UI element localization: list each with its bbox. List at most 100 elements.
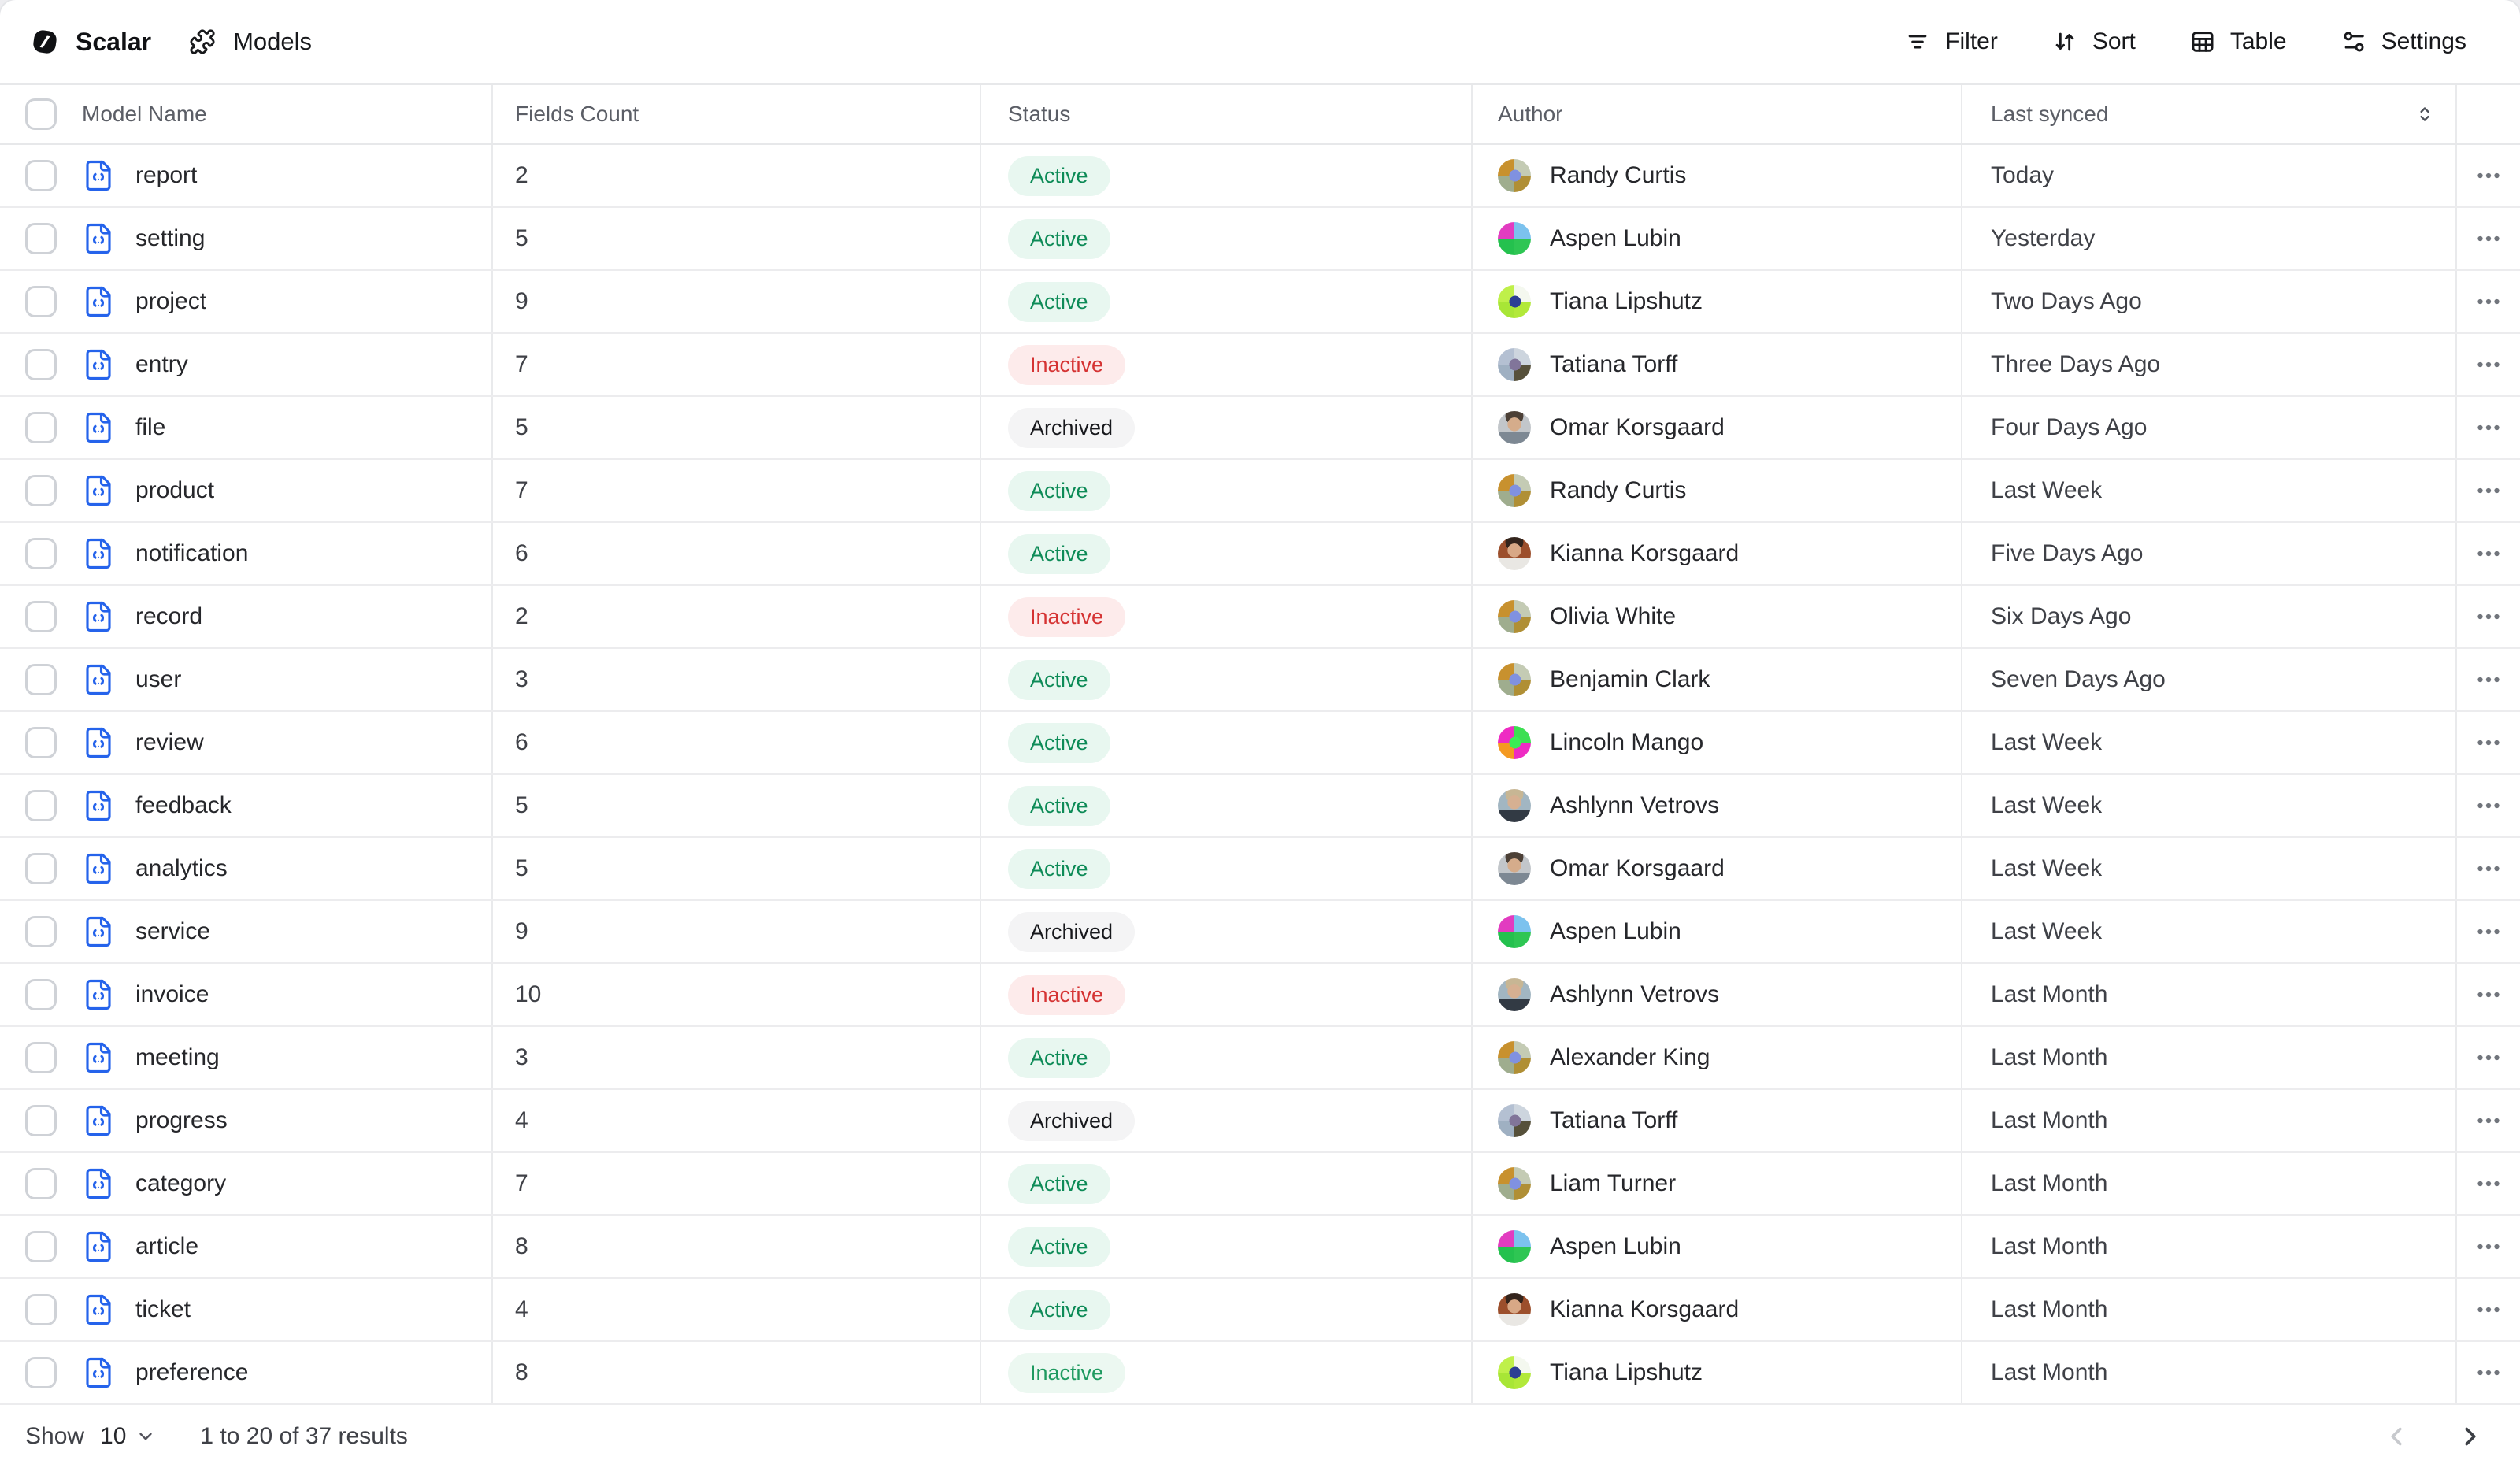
file-code-icon <box>82 285 115 318</box>
page-size-select[interactable]: 10 <box>97 1420 159 1453</box>
row-actions-button[interactable] <box>2468 1289 2509 1330</box>
fields-count: 7 <box>493 1153 981 1214</box>
col-model-name: Model Name <box>82 102 207 126</box>
model-name: product <box>135 477 215 503</box>
row-actions-button[interactable] <box>2468 218 2509 259</box>
row-actions-button[interactable] <box>2468 281 2509 322</box>
row-actions-button[interactable] <box>2468 1226 2509 1267</box>
row-actions-button[interactable] <box>2468 407 2509 448</box>
last-synced: Last Month <box>1962 964 2457 1025</box>
ellipsis-icon <box>2474 791 2503 820</box>
status-badge: Active <box>1008 848 1110 889</box>
author-name: Benjamin Clark <box>1550 666 1710 692</box>
row-checkbox[interactable] <box>25 1357 57 1388</box>
row-checkbox[interactable] <box>25 412 57 443</box>
row-actions-button[interactable] <box>2468 848 2509 889</box>
row-checkbox[interactable] <box>25 601 57 632</box>
row-checkbox[interactable] <box>25 475 57 506</box>
sort-button[interactable]: Sort <box>2048 22 2139 61</box>
row-checkbox[interactable] <box>25 979 57 1010</box>
table-icon <box>2189 28 2216 55</box>
chevrons-up-down-icon[interactable] <box>2413 102 2437 126</box>
author-name: Aspen Lubin <box>1550 918 1681 944</box>
sort-icon <box>2051 28 2078 55</box>
row-actions-button[interactable] <box>2468 1100 2509 1141</box>
file-code-icon <box>82 1167 115 1200</box>
row-checkbox[interactable] <box>25 664 57 695</box>
model-name: setting <box>135 225 206 251</box>
row-checkbox[interactable] <box>25 853 57 884</box>
table-row: analytics 5 Active Omar Korsgaard Last W… <box>0 838 2520 901</box>
row-checkbox[interactable] <box>25 1105 57 1136</box>
prev-page-button[interactable] <box>2378 1418 2414 1455</box>
row-checkbox[interactable] <box>25 727 57 758</box>
avatar <box>1498 726 1531 759</box>
row-checkbox[interactable] <box>25 790 57 821</box>
row-actions-button[interactable] <box>2468 1352 2509 1393</box>
author-name: Kianna Korsgaard <box>1550 540 1740 566</box>
table-view-button[interactable]: Table <box>2186 22 2290 61</box>
last-synced: Seven Days Ago <box>1962 649 2457 710</box>
row-actions-button[interactable] <box>2468 470 2509 511</box>
nav-models[interactable]: Models <box>189 28 312 56</box>
row-actions-button[interactable] <box>2468 722 2509 763</box>
brand-name: Scalar <box>76 27 152 56</box>
status-badge: Archived <box>1008 911 1136 952</box>
row-checkbox[interactable] <box>25 286 57 317</box>
status-badge: Active <box>1008 785 1110 826</box>
row-checkbox[interactable] <box>25 1168 57 1199</box>
last-synced: Last Month <box>1962 1027 2457 1088</box>
fields-count: 5 <box>493 775 981 836</box>
row-checkbox[interactable] <box>25 1231 57 1262</box>
row-actions-button[interactable] <box>2468 911 2509 952</box>
file-code-icon <box>82 852 115 885</box>
avatar <box>1498 411 1531 444</box>
ellipsis-icon <box>2474 1044 2503 1072</box>
settings-button[interactable]: Settings <box>2337 22 2470 61</box>
author-name: Tatiana Torff <box>1550 351 1678 377</box>
row-checkbox[interactable] <box>25 916 57 947</box>
table-row: user 3 Active Benjamin Clark Seven Days … <box>0 649 2520 712</box>
row-checkbox[interactable] <box>25 538 57 569</box>
table-row: product 7 Active Randy Curtis Last Week <box>0 460 2520 523</box>
fields-count: 4 <box>493 1279 981 1340</box>
row-actions-button[interactable] <box>2468 1037 2509 1078</box>
row-actions-button[interactable] <box>2468 155 2509 196</box>
filter-button[interactable]: Filter <box>1901 22 2001 61</box>
last-synced: Last Week <box>1962 460 2457 521</box>
author-name: Kianna Korsgaard <box>1550 1296 1740 1322</box>
last-synced: Six Days Ago <box>1962 586 2457 647</box>
row-actions-button[interactable] <box>2468 1163 2509 1204</box>
row-actions-button[interactable] <box>2468 659 2509 700</box>
avatar <box>1498 222 1531 255</box>
row-checkbox[interactable] <box>25 160 57 191</box>
fields-count: 6 <box>493 523 981 584</box>
row-checkbox[interactable] <box>25 349 57 380</box>
avatar <box>1498 1356 1531 1389</box>
row-checkbox[interactable] <box>25 1042 57 1073</box>
last-synced: Yesterday <box>1962 208 2457 269</box>
model-name: progress <box>135 1107 228 1133</box>
last-synced: Last Month <box>1962 1153 2457 1214</box>
file-code-icon <box>82 348 115 381</box>
select-all-checkbox[interactable] <box>25 98 57 130</box>
author-name: Alexander King <box>1550 1044 1710 1070</box>
ellipsis-icon <box>2474 602 2503 631</box>
row-actions-button[interactable] <box>2468 533 2509 574</box>
row-actions-button[interactable] <box>2468 785 2509 826</box>
table-row: setting 5 Active Aspen Lubin Yesterday <box>0 208 2520 271</box>
row-checkbox[interactable] <box>25 1294 57 1325</box>
row-actions-button[interactable] <box>2468 974 2509 1015</box>
ellipsis-icon <box>2474 413 2503 442</box>
row-actions-button[interactable] <box>2468 596 2509 637</box>
chevron-left-icon <box>2381 1422 2411 1451</box>
avatar <box>1498 1230 1531 1263</box>
table-row: meeting 3 Active Alexander King Last Mon… <box>0 1027 2520 1090</box>
row-checkbox[interactable] <box>25 223 57 254</box>
fields-count: 5 <box>493 208 981 269</box>
next-page-button[interactable] <box>2452 1418 2488 1455</box>
col-last-synced: Last synced <box>1991 102 2109 126</box>
file-code-icon <box>82 789 115 822</box>
row-actions-button[interactable] <box>2468 344 2509 385</box>
col-status: Status <box>981 85 1473 143</box>
